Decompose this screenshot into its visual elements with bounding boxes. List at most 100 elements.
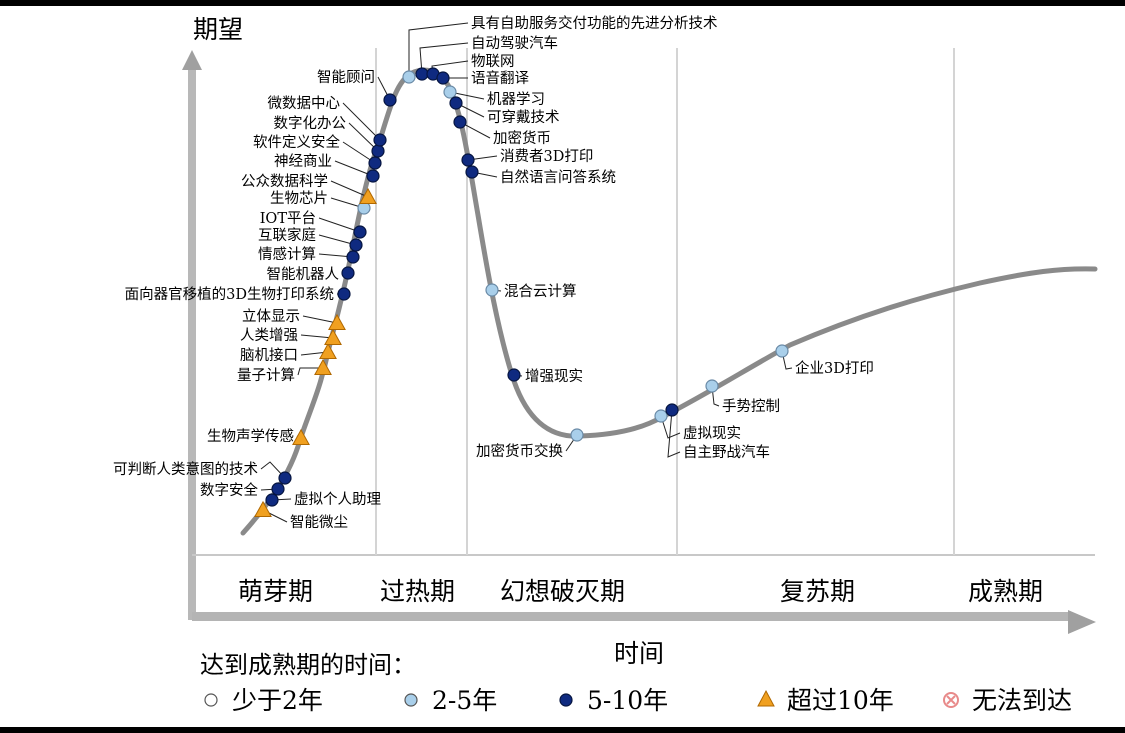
technology-label: 混合云计算	[504, 283, 577, 300]
technology-label: 手势控制	[722, 398, 780, 415]
technology-label: 智能机器人	[267, 266, 340, 283]
leader-line	[408, 22, 469, 77]
technology-point: 语音翻译	[436, 70, 529, 87]
y-axis-label: 期望	[193, 15, 243, 44]
technology-label: 自主野战汽车	[683, 444, 770, 461]
technology-label: 具有自助服务交付功能的先进分析技术	[471, 14, 718, 32]
technology-label: 神经商业	[274, 153, 332, 170]
legend-marker-icon	[559, 693, 573, 707]
technology-point: 脑机接口	[240, 342, 337, 364]
technology-marker	[319, 342, 337, 359]
technology-marker	[507, 368, 521, 382]
technology-point: 混合云计算	[485, 283, 577, 300]
phase-label-innovation: 萌芽期	[238, 577, 313, 606]
phase-labels: 萌芽期 过热期 幻想破灭期 复苏期 成熟期	[238, 577, 1043, 606]
technology-point: 互联家庭	[258, 227, 363, 252]
legend-label: 超过10年	[787, 686, 894, 715]
technology-point: 人类增强	[240, 327, 342, 345]
technology-marker	[453, 115, 467, 129]
technology-point: 生物声学传感	[207, 427, 310, 445]
technology-label: 增强现实	[525, 368, 583, 385]
technology-marker	[368, 156, 382, 170]
technology-label: 加密货币	[493, 130, 551, 147]
technology-label: 脑机接口	[240, 347, 298, 364]
technology-marker	[366, 169, 380, 183]
technology-point: 可判断人类意图的技术	[113, 460, 292, 485]
bottom-border	[0, 727, 1125, 733]
technology-label: 机器学习	[487, 91, 545, 108]
technology-point: 面向器官移植的3D生物打印系统	[125, 286, 351, 303]
technology-point: 增强现实	[507, 368, 583, 385]
leader-line	[667, 409, 681, 458]
technology-marker	[278, 471, 292, 485]
technology-point: 生物芯片	[270, 190, 371, 215]
phase-label-peak: 过热期	[380, 577, 455, 606]
legend-marker-icon	[943, 692, 959, 708]
technology-point: 虚拟个人助理	[265, 491, 381, 508]
technology-marker	[373, 133, 387, 147]
legend-label: 5-10年	[587, 686, 669, 715]
leader-line	[318, 217, 361, 233]
technology-label: 消费者3D打印	[500, 148, 593, 165]
technology-markers: 智能微尘 虚拟个人助理 数字安全 可判断人类意图的技术 生物声学传感 量子计算 脑机接口 人类…	[113, 14, 874, 531]
technology-point: 智能微尘	[254, 500, 348, 531]
technology-marker	[349, 238, 363, 252]
technology-point: 神经商业	[274, 153, 380, 183]
technology-point: 加密货币交换	[476, 428, 584, 460]
technology-marker	[341, 266, 355, 280]
technology-label: 可判断人类意图的技术	[113, 460, 258, 478]
technology-marker	[485, 283, 499, 297]
technology-point: 企业3D打印	[775, 344, 874, 377]
technology-label: 物联网	[471, 53, 515, 70]
technology-marker	[402, 70, 416, 84]
hype-curve	[240, 67, 1098, 536]
leader-line	[419, 42, 469, 75]
technology-label: 生物芯片	[270, 190, 328, 207]
legend-title: 达到成熟期的时间：	[200, 651, 416, 679]
technology-label: 自然语言问答系统	[500, 169, 616, 186]
technology-marker	[314, 358, 332, 375]
leader-line	[297, 367, 323, 376]
x-axis-label: 时间	[614, 639, 664, 668]
technology-point: 公众数据科学	[241, 173, 377, 204]
technology-label: 智能顾问	[317, 69, 375, 86]
phase-label-trough: 幻想破灭期	[500, 577, 625, 606]
technology-point: 智能顾问	[317, 69, 397, 107]
technology-point: 具有自助服务交付功能的先进分析技术	[402, 14, 718, 84]
technology-label: 情感计算	[258, 246, 316, 263]
phase-dividers	[375, 48, 955, 555]
top-border	[0, 0, 1125, 6]
x-axis	[192, 610, 1096, 634]
technology-point: 立体显示	[242, 308, 346, 330]
technology-marker	[328, 313, 346, 330]
technology-point: 软件定义安全	[253, 133, 382, 170]
technology-label: 语音翻译	[471, 70, 529, 87]
technology-label: 虚拟现实	[683, 425, 741, 442]
technology-label: 公众数据科学	[241, 173, 328, 190]
legend-marker-icon	[204, 693, 218, 707]
technology-marker	[292, 428, 310, 445]
technology-marker	[353, 225, 367, 239]
phase-label-plateau: 成熟期	[968, 577, 1043, 606]
leader-line	[260, 461, 286, 479]
technology-marker	[465, 165, 479, 179]
leader-line	[660, 415, 681, 439]
technology-marker	[775, 344, 789, 358]
legend-item-5to10: 5-10年	[555, 681, 668, 717]
technology-label: IOT平台	[260, 210, 316, 227]
phase-label-slope: 复苏期	[780, 577, 855, 606]
technology-label: 立体显示	[242, 308, 300, 325]
technology-label: 加密货币交换	[476, 442, 563, 460]
technology-marker	[654, 409, 668, 423]
technology-marker	[265, 493, 279, 507]
technology-marker	[359, 187, 377, 204]
technology-marker	[461, 153, 475, 167]
technology-point: 自动驾驶汽车	[415, 35, 558, 81]
technology-point: 微数据中心	[268, 95, 387, 147]
legend-item-lt2: 少于2年	[200, 681, 323, 717]
technology-label: 智能微尘	[290, 514, 348, 531]
technology-marker	[371, 144, 385, 158]
technology-point: 可穿戴技术	[449, 96, 560, 126]
